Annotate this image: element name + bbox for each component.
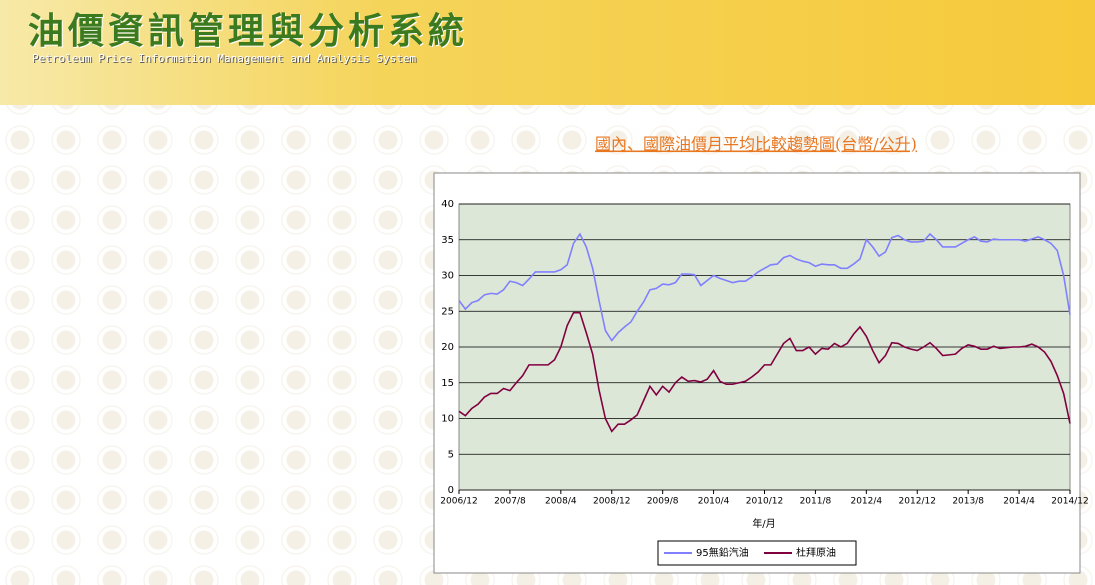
x-tick-label: 2014/12 bbox=[1051, 497, 1088, 507]
y-tick-label: 35 bbox=[441, 235, 454, 246]
y-tick-label: 20 bbox=[441, 342, 454, 353]
legend-label: 95無鉛汽油 bbox=[696, 546, 749, 559]
y-tick-label: 30 bbox=[441, 271, 454, 282]
y-tick-label: 0 bbox=[448, 485, 454, 496]
x-axis-title: 年/月 bbox=[752, 517, 775, 530]
x-tick-label: 2008/12 bbox=[593, 497, 630, 507]
x-tick-label: 2010/4 bbox=[698, 497, 730, 507]
legend-label: 杜拜原油 bbox=[796, 546, 836, 559]
x-tick-label: 2012/4 bbox=[850, 497, 882, 507]
series-line bbox=[458, 311, 1071, 433]
y-tick-label: 10 bbox=[441, 414, 454, 425]
header: 油價資訊管理與分析系統 Petroleum Price Information … bbox=[0, 0, 1095, 105]
x-tick-label: 2014/4 bbox=[1003, 497, 1035, 507]
x-tick-label: 2008/4 bbox=[545, 497, 577, 507]
y-tick-label: 25 bbox=[441, 306, 454, 317]
x-tick-label: 2012/12 bbox=[899, 497, 936, 507]
x-tick-label: 2006/12 bbox=[440, 497, 477, 507]
series-line bbox=[458, 232, 1071, 342]
x-tick-label: 2010/12 bbox=[746, 497, 783, 507]
x-tick-label: 2013/8 bbox=[952, 497, 984, 507]
y-tick-label: 5 bbox=[448, 449, 454, 460]
site-title: 油價資訊管理與分析系統 bbox=[28, 11, 469, 52]
y-tick-label: 40 bbox=[441, 199, 454, 210]
y-tick-label: 15 bbox=[441, 378, 454, 389]
x-tick-label: 2007/8 bbox=[494, 497, 526, 507]
chart-title: 國內、國際油價月平均比較趨勢圖(台幣/公升) bbox=[595, 135, 917, 154]
x-tick-label: 2009/8 bbox=[647, 497, 679, 507]
x-tick-label: 2011/8 bbox=[800, 497, 832, 507]
site-subtitle: Petroleum Price Information Management a… bbox=[32, 52, 417, 65]
